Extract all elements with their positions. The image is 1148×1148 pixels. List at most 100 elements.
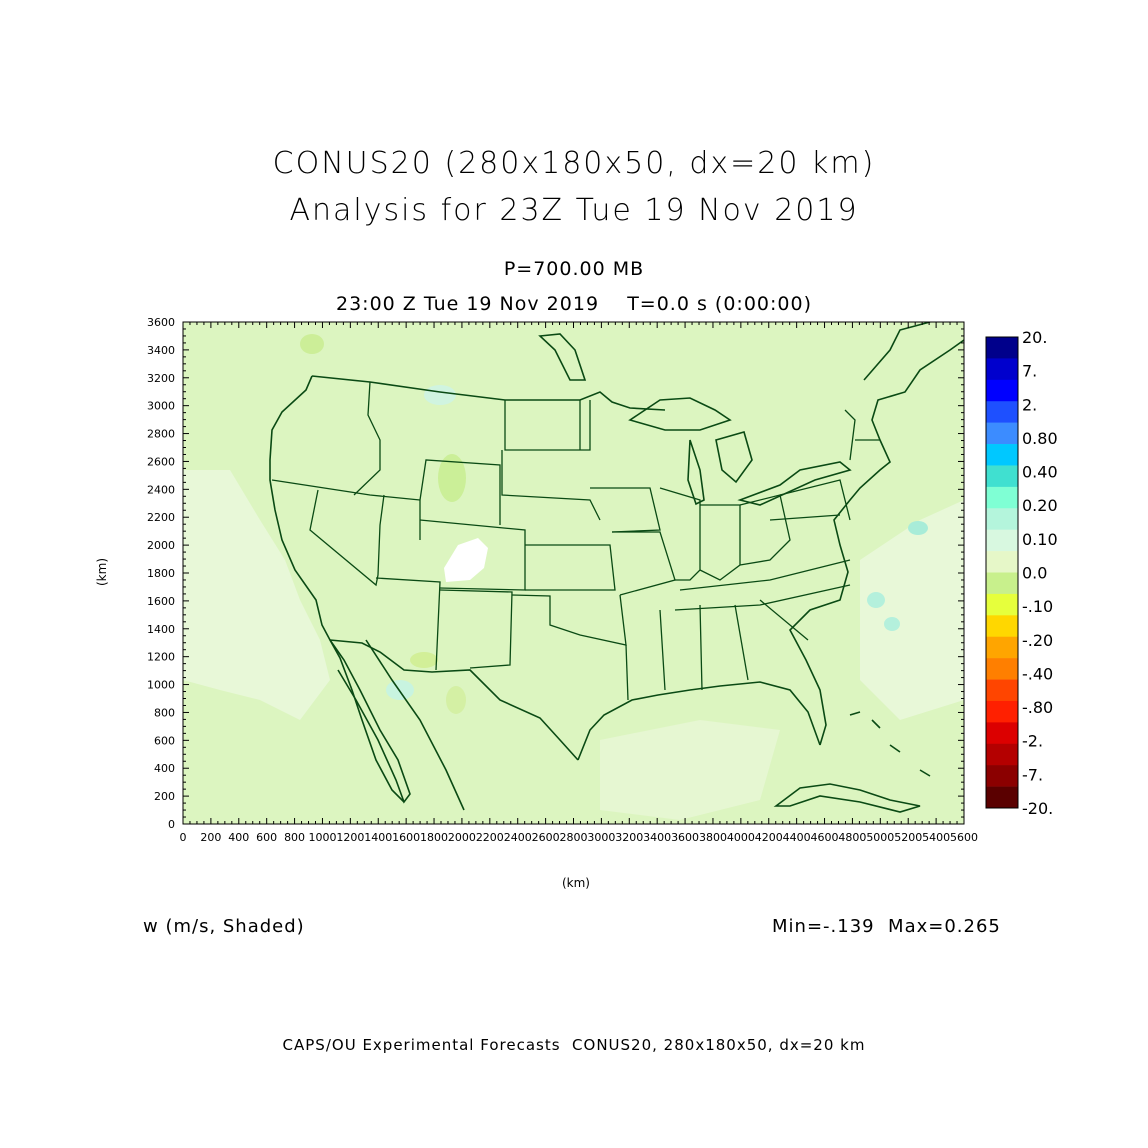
- valid-time: 23:00 Z Tue 19 Nov 2019 T=0.0 s (0:00:00…: [336, 293, 812, 315]
- yellowgreen-patch: [410, 652, 438, 668]
- colorbar-swatch: [986, 358, 1018, 381]
- colorbar-swatch: [986, 722, 1018, 745]
- x-tick-label: 5000: [866, 831, 894, 844]
- colorbar-label: 0.0: [1022, 564, 1047, 583]
- colorbar-swatch: [986, 765, 1018, 787]
- y-tick-label: 1600: [147, 595, 175, 608]
- colorbar-label: -7.: [1022, 765, 1043, 784]
- y-tick-label: 600: [154, 734, 175, 747]
- colorbar-swatch: [986, 465, 1018, 488]
- y-tick-label: 3000: [147, 400, 175, 413]
- x-tick-label: 1400: [364, 831, 392, 844]
- y-tick-label: 1800: [147, 567, 175, 580]
- x-tick-label: 1000: [308, 831, 336, 844]
- x-tick-labels: 0 200 400 600 800 1000 1200 1400 1600 1800 2000 220…: [180, 831, 979, 844]
- pacific-light-patch: [183, 470, 330, 720]
- y-tick-label: 3400: [147, 344, 175, 357]
- x-tick-label: 800: [284, 831, 305, 844]
- colorbar-swatch: [986, 743, 1018, 766]
- lake-superior: [628, 397, 732, 431]
- colorbar-swatch: [986, 508, 1018, 530]
- colorbar-swatch: [986, 572, 1018, 595]
- colorbar-swatch: [986, 486, 1018, 509]
- y-tick-label: 200: [154, 790, 175, 803]
- x-tick-label: 2400: [504, 831, 532, 844]
- state-line: [739, 494, 791, 566]
- colorbar-label: 7.: [1022, 362, 1037, 381]
- y-axis-label: (km): [95, 558, 109, 586]
- x-tick-label: 3200: [615, 831, 643, 844]
- coastlines-and-borders: [269, 322, 964, 813]
- state-line: [504, 400, 591, 451]
- yellowgreen-patch: [446, 686, 466, 714]
- canada-islands: [538, 333, 587, 381]
- y-tick-label: 0: [168, 818, 175, 831]
- colorbar-swatch: [986, 615, 1018, 638]
- x-tick-label: 3600: [671, 831, 699, 844]
- colorbar-label: -.80: [1022, 698, 1053, 717]
- cyan-patch: [424, 385, 456, 405]
- x-tick-label: 5600: [950, 831, 978, 844]
- colorbar-label: 0.40: [1022, 463, 1058, 482]
- y-tick-labels: 0 200 400 600 800 1000 1200 1400 1600 1800 2000 220…: [147, 316, 175, 831]
- colorbar-swatch: [986, 593, 1018, 616]
- x-tick-label: 1200: [336, 831, 364, 844]
- state-line: [769, 514, 841, 521]
- state-borders: [271, 381, 880, 701]
- footer-credit: CAPS/OU Experimental Forecasts CONUS20, …: [282, 1036, 866, 1054]
- y-tick-label: 400: [154, 762, 175, 775]
- plot-area: [183, 322, 964, 824]
- x-tick-label: 4000: [727, 831, 755, 844]
- state-line: [419, 519, 526, 591]
- x-tick-label: 0: [180, 831, 187, 844]
- state-line: [525, 544, 616, 591]
- x-tick-label: 1600: [392, 831, 420, 844]
- x-tick-label: 400: [228, 831, 249, 844]
- canada-coast-ne: [863, 322, 931, 381]
- state-line: [844, 409, 880, 461]
- east-coast: [789, 339, 964, 746]
- gulf-coast: [577, 681, 821, 761]
- colorbar-swatch: [986, 422, 1018, 445]
- colorbar-swatch: [986, 786, 1018, 809]
- colorbar: 20. 7. 2. 0.80 0.40 0.20 0.10 0.0 -.10 -.20 -.40 -.…: [985, 328, 1058, 818]
- baja-coast: [329, 639, 411, 804]
- y-tick-label: 3600: [147, 316, 175, 329]
- colorbar-label: -.40: [1022, 664, 1053, 683]
- state-line: [353, 381, 381, 496]
- colorbar-swatch: [986, 636, 1018, 659]
- y-tick-label: 1200: [147, 651, 175, 664]
- colorbar-swatch: [986, 551, 1018, 573]
- yellowgreen-patch: [300, 334, 324, 354]
- y-tick-label: 1400: [147, 623, 175, 636]
- state-line: [625, 644, 629, 701]
- pressure-level: P=700.00 MB: [503, 258, 645, 280]
- y-tick-label: 2600: [147, 455, 175, 468]
- state-line: [590, 487, 661, 533]
- x-tick-label: 600: [256, 831, 277, 844]
- y-tick-label: 2400: [147, 483, 175, 496]
- state-line: [612, 531, 676, 596]
- x-tick-label: 2800: [560, 831, 588, 844]
- state-line: [511, 594, 627, 646]
- y-tick-label: 2000: [147, 539, 175, 552]
- southern-border: [329, 639, 579, 761]
- axis-ticks: [182, 321, 965, 825]
- state-line: [679, 559, 851, 591]
- colorbar-frame: [985, 336, 1019, 809]
- x-axis-label: (km): [562, 876, 590, 890]
- min-max: Min=-.139 Max=0.265: [772, 916, 1001, 937]
- mexico-west-coast: [365, 639, 465, 811]
- x-tick-label: 2600: [532, 831, 560, 844]
- atlantic-light-patch: [860, 500, 964, 720]
- cuba: [773, 783, 921, 813]
- colorbar-label: -2.: [1022, 732, 1043, 751]
- bahamas: [849, 711, 931, 777]
- colorbar-label: -20.: [1022, 799, 1053, 818]
- white-region: [444, 538, 488, 582]
- main-title-line1: CONUS20 (280x180x50, dx=20 km): [272, 146, 876, 181]
- cyan-patch: [884, 617, 900, 631]
- colorbar-label: -.10: [1022, 597, 1053, 616]
- x-tick-label: 3800: [699, 831, 727, 844]
